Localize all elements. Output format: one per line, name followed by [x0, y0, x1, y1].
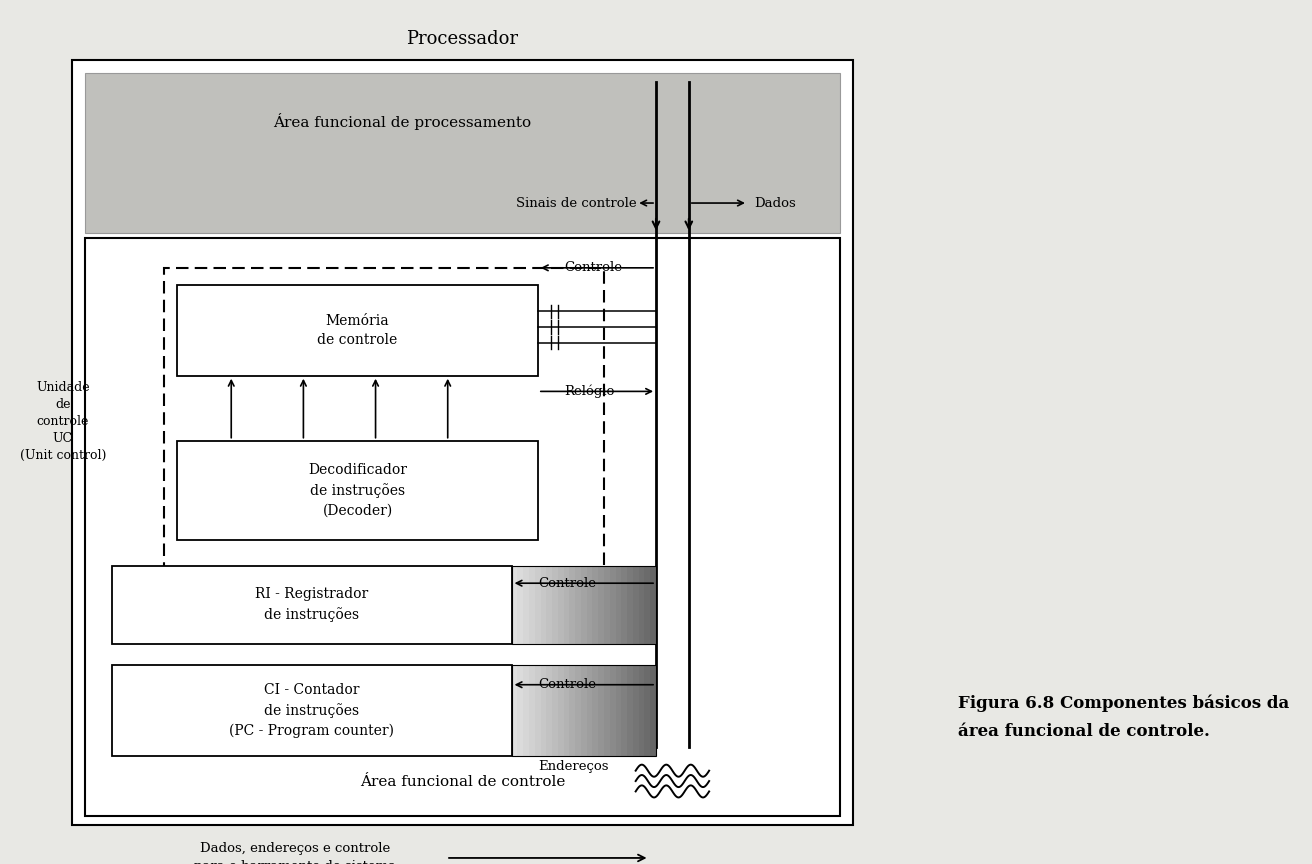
Bar: [598, 566, 604, 644]
Bar: [604, 665, 610, 756]
Text: Controle: Controle: [564, 261, 622, 275]
Bar: [541, 665, 546, 756]
Bar: [632, 665, 639, 756]
Text: Controle: Controle: [538, 576, 596, 590]
Bar: [651, 665, 656, 756]
Bar: [85, 238, 840, 816]
Bar: [575, 665, 581, 756]
Text: Área funcional de controle: Área funcional de controle: [359, 775, 565, 789]
Text: Área funcional de processamento: Área funcional de processamento: [273, 113, 531, 130]
Bar: [586, 566, 593, 644]
Bar: [164, 268, 604, 575]
Bar: [546, 665, 552, 756]
Bar: [517, 566, 523, 644]
Bar: [523, 665, 529, 756]
Bar: [639, 566, 644, 644]
Bar: [569, 665, 575, 756]
Bar: [546, 566, 552, 644]
Text: Sinais de controle: Sinais de controle: [516, 196, 636, 210]
Text: Figura 6.8 Componentes básicos da
área funcional de controle.: Figura 6.8 Componentes básicos da área f…: [958, 695, 1288, 740]
Bar: [622, 566, 627, 644]
Bar: [512, 665, 517, 756]
Bar: [85, 73, 840, 233]
Bar: [615, 566, 622, 644]
Bar: [112, 566, 512, 644]
Text: Relógio: Relógio: [564, 384, 614, 398]
Bar: [535, 566, 541, 644]
Bar: [512, 566, 656, 644]
Bar: [586, 665, 593, 756]
Bar: [593, 566, 598, 644]
Bar: [610, 665, 615, 756]
Bar: [558, 566, 564, 644]
Bar: [627, 566, 632, 644]
Bar: [529, 566, 535, 644]
Bar: [610, 566, 615, 644]
Text: Decodificador
de instruções
(Decoder): Decodificador de instruções (Decoder): [308, 463, 407, 518]
Bar: [517, 665, 523, 756]
Bar: [615, 665, 622, 756]
Bar: [598, 665, 604, 756]
Text: Controle: Controle: [538, 678, 596, 691]
Text: Endereços: Endereços: [538, 759, 609, 773]
Bar: [552, 665, 558, 756]
Bar: [72, 60, 853, 825]
Bar: [512, 566, 517, 644]
Text: Processador: Processador: [407, 30, 518, 48]
Text: CI - Contador
de instruções
(PC - Program counter): CI - Contador de instruções (PC - Progra…: [230, 683, 394, 738]
Bar: [622, 665, 627, 756]
Text: Dados: Dados: [754, 196, 796, 210]
Text: Dados, endereços e controle
para o barramento do sistema: Dados, endereços e controle para o barra…: [194, 842, 396, 864]
Bar: [604, 566, 610, 644]
Bar: [552, 566, 558, 644]
Bar: [558, 665, 564, 756]
Bar: [177, 285, 538, 376]
Bar: [581, 665, 586, 756]
Bar: [593, 665, 598, 756]
Bar: [564, 665, 569, 756]
Bar: [564, 566, 569, 644]
Bar: [639, 665, 644, 756]
Bar: [644, 665, 651, 756]
Bar: [535, 665, 541, 756]
Bar: [512, 665, 656, 756]
Bar: [651, 566, 656, 644]
Bar: [529, 665, 535, 756]
Bar: [112, 665, 512, 756]
Text: Unidade
de
controle
UC
(Unit control): Unidade de controle UC (Unit control): [20, 381, 106, 461]
Bar: [627, 665, 632, 756]
Text: RI - Registrador
de instruções: RI - Registrador de instruções: [255, 588, 369, 622]
Bar: [569, 566, 575, 644]
Bar: [644, 566, 651, 644]
Bar: [575, 566, 581, 644]
Bar: [523, 566, 529, 644]
Bar: [541, 566, 546, 644]
Bar: [177, 441, 538, 540]
Bar: [632, 566, 639, 644]
Bar: [581, 566, 586, 644]
Text: Memória
de controle: Memória de controle: [318, 314, 398, 347]
